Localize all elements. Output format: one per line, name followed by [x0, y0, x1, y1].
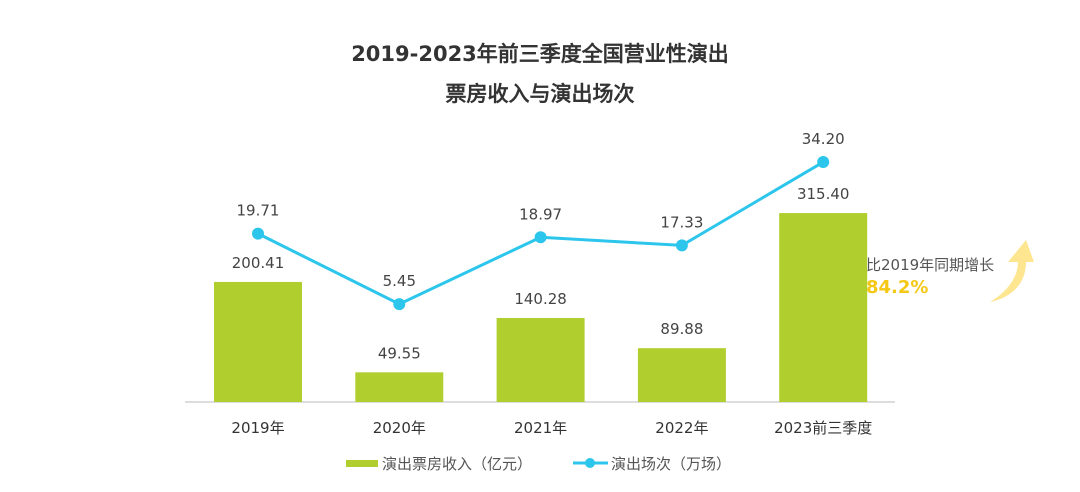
legend-marker-line — [585, 458, 595, 468]
annotation-text: 比2019年同期增长 — [866, 256, 994, 274]
chart-title-line2: 票房收入与演出场次 — [445, 82, 635, 106]
bar — [779, 213, 868, 402]
x-tick-label: 2021年 — [514, 419, 567, 437]
x-tick-label: 2019年 — [231, 419, 284, 437]
bar — [496, 317, 585, 402]
line-label: 19.71 — [237, 202, 280, 220]
bar-label: 140.28 — [514, 290, 567, 308]
bar-label: 315.40 — [797, 185, 850, 203]
line-label: 17.33 — [660, 213, 703, 231]
line-label: 5.45 — [383, 272, 416, 290]
legend-swatch-bar — [346, 460, 378, 467]
bar-label: 49.55 — [378, 344, 421, 362]
line-point — [252, 227, 264, 240]
bar-label: 89.88 — [660, 320, 703, 338]
up-arrow-icon — [990, 240, 1034, 302]
legend-label-line: 演出场次（万场） — [611, 455, 731, 473]
line-point — [817, 156, 830, 169]
x-tick-label: 2020年 — [373, 419, 426, 437]
bar-label: 200.41 — [232, 254, 285, 272]
annotation-value: 84.2% — [866, 277, 928, 298]
bar — [637, 348, 726, 402]
line-label: 34.20 — [802, 130, 845, 148]
chart-title-line1: 2019-2023年前三季度全国营业性演出 — [351, 42, 729, 66]
bar — [214, 281, 302, 402]
line-label: 18.97 — [519, 205, 562, 223]
legend-label-bar: 演出票房收入（亿元） — [382, 455, 532, 473]
line-point — [393, 298, 406, 311]
bar — [355, 372, 444, 402]
line-point — [534, 231, 547, 244]
x-tick-label: 2023前三季度 — [774, 419, 872, 437]
x-tick-label: 2022年 — [655, 419, 708, 437]
line-point — [675, 239, 688, 252]
